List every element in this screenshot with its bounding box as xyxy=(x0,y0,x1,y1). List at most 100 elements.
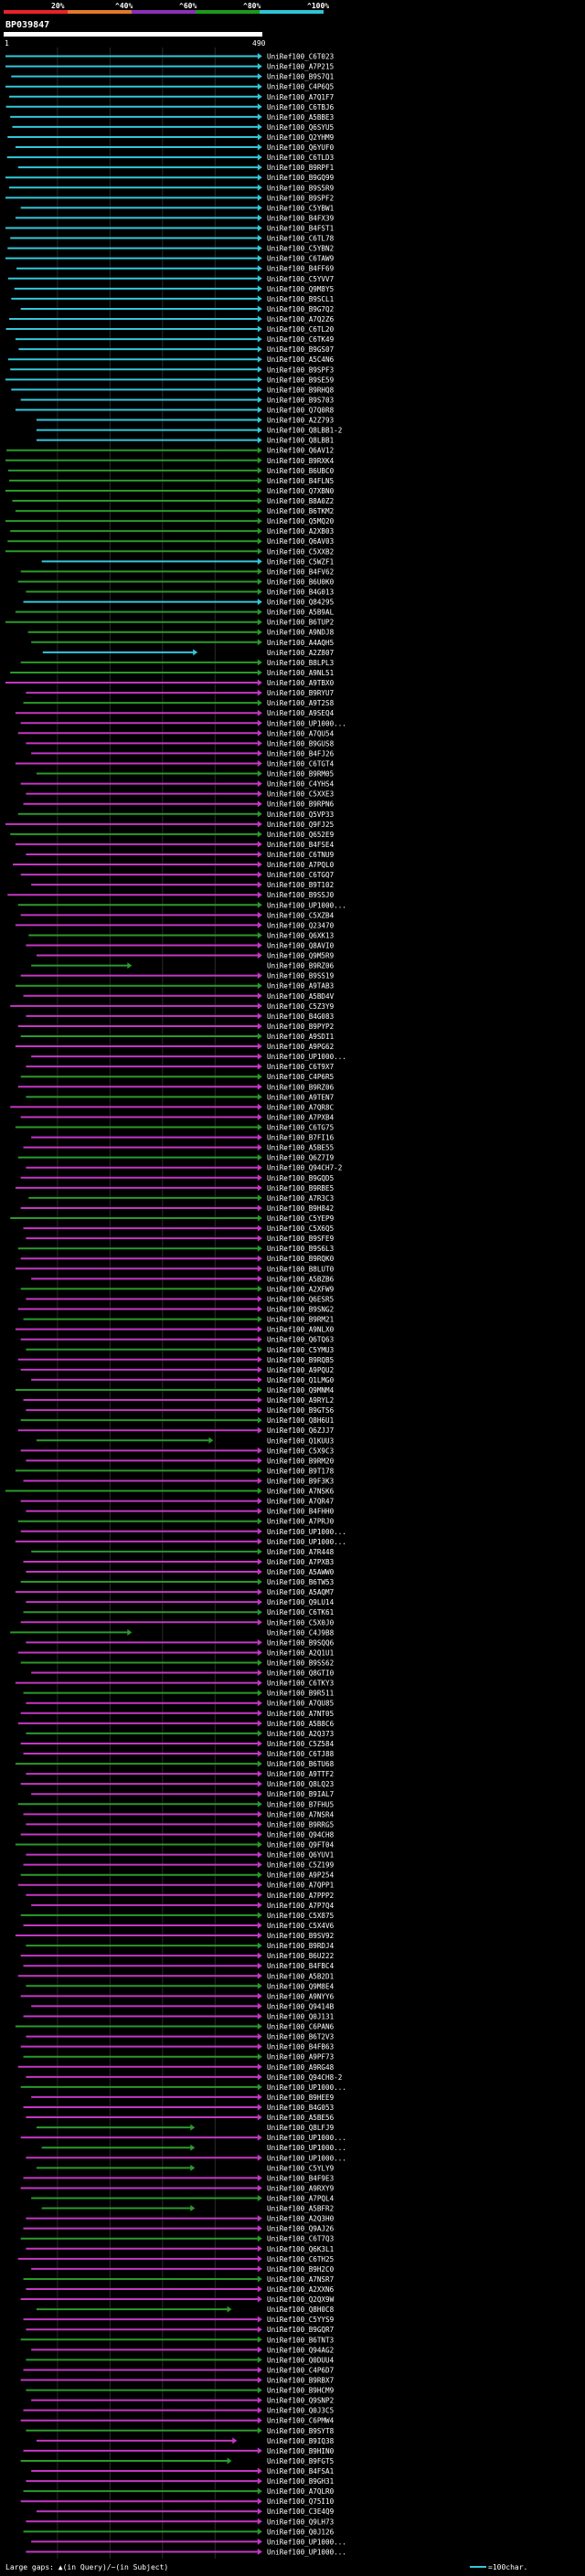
alignment-row[interactable]: UniRef100_Q8H6U1 xyxy=(20,1416,335,1425)
alignment-row[interactable]: UniRef100_B9RBX7 xyxy=(20,2377,334,2385)
hit-label[interactable]: UniRef100_C6T9X7 xyxy=(267,1063,334,1071)
alignment-row[interactable]: UniRef100_B6UBC0 xyxy=(7,467,335,475)
alignment-row[interactable]: UniRef100_Q0J131 xyxy=(23,2012,335,2020)
hit-label[interactable]: UniRef100_B9RRG5 xyxy=(267,1820,334,1829)
alignment-row[interactable]: UniRef100_C6TL20 xyxy=(5,325,335,334)
alignment-row[interactable]: UniRef100_B9RQK0 xyxy=(20,1255,335,1263)
alignment-row[interactable]: UniRef100_UP1000... xyxy=(20,2083,346,2092)
alignment-row[interactable]: UniRef100_A7P7Q4 xyxy=(31,1902,335,1910)
hit-label[interactable]: UniRef100_UP1000... xyxy=(267,719,346,727)
hit-label[interactable]: UniRef100_B9RYU7 xyxy=(267,689,334,697)
alignment-row[interactable]: UniRef100_B9RDJ4 xyxy=(26,1942,335,1950)
alignment-row[interactable]: UniRef100_B9GTS6 xyxy=(26,1406,335,1415)
hit-label[interactable]: UniRef100_B9IAL7 xyxy=(267,1790,334,1798)
alignment-row[interactable]: UniRef100_B9S703 xyxy=(20,396,334,404)
hit-label[interactable]: UniRef100_Q1LMG0 xyxy=(267,1376,335,1384)
alignment-row[interactable]: UniRef100_Q9AJ26 xyxy=(23,2225,335,2233)
alignment-row[interactable]: UniRef100_Q8AVI0 xyxy=(26,941,335,949)
alignment-row[interactable]: UniRef100_C5X875 xyxy=(20,1912,334,1920)
hit-label[interactable]: UniRef100_Q2QX9W xyxy=(267,2295,335,2304)
hit-label[interactable]: UniRef100_A9P254 xyxy=(267,1871,335,1880)
alignment-row[interactable]: UniRef100_A5B8C6 xyxy=(17,1720,335,1728)
hit-label[interactable]: UniRef100_C4P6Q5 xyxy=(267,83,334,91)
hit-label[interactable]: UniRef100_A9TEN7 xyxy=(267,1093,334,1101)
alignment-row[interactable]: UniRef100_B9SQQ6 xyxy=(26,1638,335,1647)
alignment-row[interactable]: UniRef100_C5X4V6 xyxy=(23,1922,335,1930)
alignment-row[interactable]: UniRef100_Q9M8Y5 xyxy=(14,285,334,293)
hit-label[interactable]: UniRef100_Q84295 xyxy=(267,599,334,607)
alignment-row[interactable]: UniRef100_Q8LQ23 xyxy=(20,1780,334,1788)
alignment-row[interactable]: UniRef100_Q94CH7-2 xyxy=(26,1164,342,1172)
hit-label[interactable]: UniRef100_Q0J3C5 xyxy=(267,2407,334,2415)
hit-label[interactable]: UniRef100_B4FLN5 xyxy=(267,477,334,485)
alignment-row[interactable]: UniRef100_A9NYY6 xyxy=(20,1992,335,2000)
alignment-row[interactable]: UniRef100_Q94CH8 xyxy=(20,1830,335,1839)
alignment-row[interactable]: UniRef100_B4FSA1 xyxy=(31,2467,335,2475)
hit-label[interactable]: UniRef100_Q9414B xyxy=(267,2002,335,2010)
alignment-row[interactable]: UniRef100_A2Z807 xyxy=(42,649,334,657)
alignment-row[interactable]: UniRef100_B9RZ06 xyxy=(31,962,335,970)
alignment-row[interactable]: UniRef100_B4FF69 xyxy=(16,265,335,273)
alignment-row[interactable]: UniRef100_A7PQL4 xyxy=(31,2194,335,2202)
hit-label[interactable]: UniRef100_B6UBC0 xyxy=(267,467,335,475)
alignment-row[interactable]: UniRef100_B4F9E3 xyxy=(23,2174,335,2182)
alignment-row[interactable]: UniRef100_UP1000... xyxy=(20,1528,346,1536)
hit-label[interactable]: UniRef100_A7PPP2 xyxy=(267,1892,334,1900)
hit-label[interactable]: UniRef100_UP1000... xyxy=(267,901,346,909)
alignment-row[interactable]: UniRef100_A7P215 xyxy=(5,63,334,71)
alignment-row[interactable]: UniRef100_A2XFW9 xyxy=(20,1285,335,1293)
hit-label[interactable]: UniRef100_A2XFW9 xyxy=(267,1285,335,1293)
alignment-row[interactable]: UniRef100_Q6ZJJ7 xyxy=(17,1426,334,1435)
alignment-row[interactable]: UniRef100_B4FSE4 xyxy=(15,841,335,849)
alignment-row[interactable]: UniRef100_C6PMW4 xyxy=(20,2417,335,2425)
hit-label[interactable]: UniRef100_B9SSJ0 xyxy=(267,891,335,899)
hit-label[interactable]: UniRef100_A7PXB4 xyxy=(267,1113,335,1121)
alignment-row[interactable]: UniRef100_C5Z3Y9 xyxy=(10,1002,335,1011)
hit-label[interactable]: UniRef100_C5X0J0 xyxy=(267,1618,335,1627)
alignment-row[interactable]: UniRef100_A9TTF2 xyxy=(26,1770,334,1778)
alignment-row[interactable]: UniRef100_A9RYL2 xyxy=(23,1396,335,1405)
hit-label[interactable]: UniRef100_A9TBX0 xyxy=(267,679,335,687)
alignment-row[interactable]: UniRef100_C4P6D7 xyxy=(23,2366,335,2374)
hit-label[interactable]: UniRef100_A7QR47 xyxy=(267,1498,334,1506)
alignment-row[interactable]: UniRef100_B9RM20 xyxy=(26,1457,335,1465)
hit-label[interactable]: UniRef100_B9T102 xyxy=(267,881,334,889)
hit-label[interactable]: UniRef100_A9PG62 xyxy=(267,1043,334,1051)
alignment-row[interactable]: UniRef100_B4FBC4 xyxy=(23,1962,335,1970)
alignment-row[interactable]: UniRef100_B9RBE5 xyxy=(15,1184,334,1193)
hit-label[interactable]: UniRef100_B9RPN6 xyxy=(267,800,335,809)
alignment-row[interactable]: UniRef100_Q7Q0R8 xyxy=(15,407,335,415)
alignment-row[interactable]: UniRef100_B9F3K3 xyxy=(23,1477,335,1485)
hit-label[interactable]: UniRef100_Q9LU14 xyxy=(267,1598,335,1606)
alignment-row[interactable]: UniRef100_C6TNU9 xyxy=(26,851,335,859)
alignment-row[interactable]: UniRef100_A7NT05 xyxy=(20,1710,334,1718)
hit-label[interactable]: UniRef100_B6TNT3 xyxy=(267,2336,334,2344)
hit-label[interactable]: UniRef100_C5YEP9 xyxy=(267,1214,335,1223)
alignment-row[interactable]: UniRef100_A5B9AL xyxy=(15,609,335,617)
alignment-row[interactable]: UniRef100_B9T178 xyxy=(15,1467,335,1475)
alignment-row[interactable]: UniRef100_A9PF73 xyxy=(23,2053,335,2062)
alignment-row[interactable]: UniRef100_Q9M8E4 xyxy=(26,1982,335,1990)
hit-label[interactable]: UniRef100_Q0DUU4 xyxy=(267,2356,335,2364)
hit-label[interactable]: UniRef100_C6TL78 xyxy=(267,235,335,243)
hit-label[interactable]: UniRef100_C5X9C3 xyxy=(267,1447,334,1455)
alignment-row[interactable]: UniRef100_B4FV62 xyxy=(20,567,334,576)
hit-label[interactable]: UniRef100_A2XB03 xyxy=(267,527,334,535)
hit-label[interactable]: UniRef100_B9T178 xyxy=(267,1467,335,1475)
alignment-row[interactable]: UniRef100_Q8GTI0 xyxy=(31,1670,335,1678)
hit-label[interactable]: UniRef100_B6TW53 xyxy=(267,1578,334,1586)
alignment-row[interactable]: UniRef100_B6TUP2 xyxy=(5,619,334,627)
hit-label[interactable]: UniRef100_A9PF73 xyxy=(267,2053,334,2062)
hit-label[interactable]: UniRef100_Q9AJ26 xyxy=(267,2225,335,2233)
alignment-row[interactable]: UniRef100_B9S7Q1 xyxy=(11,73,335,81)
alignment-row[interactable]: UniRef100_B9H2C0 xyxy=(31,2265,335,2274)
hit-label[interactable]: UniRef100_A7QR8C xyxy=(267,1103,334,1111)
alignment-row[interactable]: UniRef100_B6TKM2 xyxy=(15,507,334,515)
hit-label[interactable]: UniRef100_C5Z584 xyxy=(267,1740,335,1748)
hit-label[interactable]: UniRef100_B9SS62 xyxy=(267,1659,334,1668)
hit-label[interactable]: UniRef100_A9TTF2 xyxy=(267,1770,334,1778)
hit-label[interactable]: UniRef100_B9GQR7 xyxy=(267,2326,334,2334)
alignment-row[interactable]: UniRef100_Q9LH73 xyxy=(26,2518,334,2526)
hit-label[interactable]: UniRef100_B9IQ38 xyxy=(267,2437,335,2445)
alignment-row[interactable]: UniRef100_A9PG62 xyxy=(15,1043,334,1051)
